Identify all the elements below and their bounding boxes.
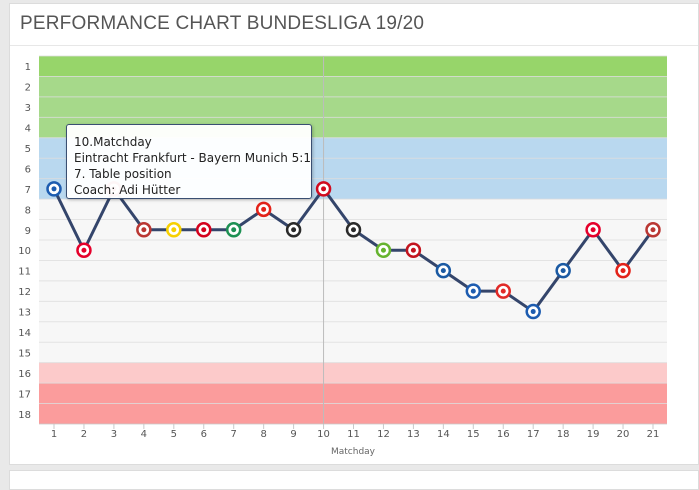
tooltip-coach: Coach: Adi Hütter [74, 183, 181, 197]
y-tick-label: 11 [18, 267, 31, 278]
duesseldorf-icon-center [620, 268, 626, 274]
wolfsburg-icon-center [380, 247, 386, 253]
tooltip-match-result: Eintracht Frankfurt - Bayern Munich 5:1 [74, 151, 311, 165]
x-tick-label: 6 [201, 429, 207, 440]
x-tick-label: 18 [557, 429, 570, 440]
bayern-icon-center [321, 186, 327, 192]
x-tick-label: 15 [467, 429, 480, 440]
y-tick-label: 6 [25, 164, 31, 175]
gladbach-icon-center [291, 227, 297, 233]
dortmund-icon-center [171, 227, 177, 233]
bremen-icon-center [231, 227, 237, 233]
x-axis-title: Matchday [331, 447, 376, 457]
x-tick-label: 16 [497, 429, 510, 440]
y-tick-label: 18 [18, 410, 31, 421]
x-tick-label: 7 [231, 429, 237, 440]
x-tick-label: 14 [437, 429, 450, 440]
y-tick-label: 8 [25, 205, 31, 216]
y-tick-label: 1 [25, 62, 31, 73]
y-tick-label: 10 [18, 246, 31, 257]
x-tick-label: 21 [647, 429, 660, 440]
hertha-icon-center [440, 268, 446, 274]
x-tick-label: 3 [111, 429, 117, 440]
x-tick-label: 12 [377, 429, 390, 440]
band-4 [39, 362, 667, 384]
x-tick-label: 13 [407, 429, 420, 440]
y-tick-label: 16 [18, 369, 31, 380]
page-title: PERFORMANCE CHART BUNDESLIGA 19/20 [20, 13, 425, 34]
chart-tooltip: 10.Matchday Eintracht Frankfurt - Bayern… [66, 124, 312, 199]
x-tick-label: 1 [51, 429, 57, 440]
hoffenheim-icon-center [51, 186, 57, 192]
y-tick-label: 9 [25, 226, 31, 237]
x-tick-label: 17 [527, 429, 540, 440]
hoffenheim-icon-center [530, 309, 536, 315]
tooltip-matchday: 10.Matchday [74, 135, 152, 149]
union-icon-center [201, 227, 207, 233]
y-tick-label: 14 [18, 328, 31, 339]
title-divider [10, 45, 698, 46]
x-tick-label: 4 [141, 429, 147, 440]
band-top-row [39, 56, 667, 77]
x-tick-label: 9 [290, 429, 296, 440]
y-tick-label: 12 [18, 287, 31, 298]
y-tick-label: 15 [18, 348, 31, 359]
y-tick-label: 2 [25, 83, 31, 94]
x-tick-label: 20 [617, 429, 630, 440]
y-tick-label: 5 [25, 144, 31, 155]
y-tick-label: 3 [25, 103, 31, 114]
x-tick-label: 2 [81, 429, 87, 440]
tooltip-table-position: 7. Table position [74, 167, 172, 181]
schalke-icon-center [470, 288, 476, 294]
y-tick-label: 13 [18, 308, 31, 319]
hertha-icon-center [560, 268, 566, 274]
augsburg-icon-center [141, 227, 147, 233]
x-tick-label: 8 [260, 429, 266, 440]
y-tick-label: 17 [18, 389, 31, 400]
mainz-icon-center [410, 247, 416, 253]
x-tick-label: 19 [587, 429, 600, 440]
leipzig-icon-center [590, 227, 596, 233]
x-tick-label: 5 [171, 429, 177, 440]
koeln-icon-center [500, 288, 506, 294]
leipzig-icon-center [81, 247, 87, 253]
augsburg-icon-center [650, 227, 656, 233]
freiburg-icon-center [351, 227, 356, 233]
x-tick-label: 11 [347, 429, 360, 440]
x-tick-label: 10 [317, 429, 330, 440]
y-tick-label: 4 [25, 124, 31, 135]
leverkusen-icon-center [261, 206, 267, 212]
y-tick-label: 7 [25, 185, 31, 196]
